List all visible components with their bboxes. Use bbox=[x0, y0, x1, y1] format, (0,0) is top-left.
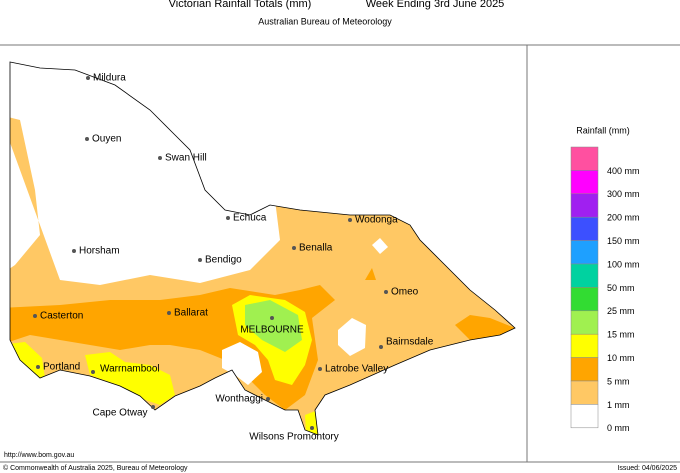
town-dot bbox=[33, 314, 37, 318]
town-dot bbox=[266, 397, 270, 401]
legend-label: 400 mm bbox=[607, 166, 640, 176]
legend-swatch bbox=[570, 193, 599, 218]
footer-issued: Issued: 04/06/2025 bbox=[617, 465, 677, 472]
town-dot bbox=[318, 367, 322, 371]
town-label: Swan Hill bbox=[165, 153, 207, 164]
town-dot bbox=[310, 426, 314, 430]
legend-swatch bbox=[570, 263, 599, 288]
zone-5 bbox=[365, 268, 376, 280]
town-label: Echuca bbox=[233, 213, 267, 224]
town-label: Portland bbox=[43, 362, 80, 373]
town-dot bbox=[384, 290, 388, 294]
town-label: Benalla bbox=[299, 243, 333, 254]
legend: Rainfall (mm) 400 mm 300 mm 200 mm 150 mm 10… bbox=[570, 125, 640, 433]
legend-label: 200 mm bbox=[607, 213, 640, 223]
legend-swatch bbox=[570, 216, 599, 241]
town-label: MELBOURNE bbox=[240, 325, 304, 336]
towns: Mildura Ouyen Swan Hill Echuca Horsham Bendig… bbox=[33, 73, 434, 443]
week: Week Ending 3rd June 2025 bbox=[366, 0, 505, 10]
town-dot bbox=[91, 370, 95, 374]
zone-15 bbox=[245, 300, 302, 352]
white-area bbox=[338, 318, 366, 356]
town-label: Ouyen bbox=[92, 134, 121, 145]
town-dot bbox=[36, 365, 40, 369]
town-label: Bendigo bbox=[205, 255, 242, 266]
footer-copyright: © Commonwealth of Australia 2025, Bureau… bbox=[3, 464, 188, 472]
white-area bbox=[372, 238, 388, 254]
town-dot bbox=[167, 311, 171, 315]
town-label: Wonthaggi bbox=[215, 394, 263, 405]
town-dot bbox=[198, 258, 202, 262]
legend-label: 150 mm bbox=[607, 236, 640, 246]
town-label: Casterton bbox=[40, 311, 83, 322]
legend-swatch bbox=[570, 170, 599, 195]
legend-label: 100 mm bbox=[607, 259, 640, 269]
legend-swatch bbox=[570, 380, 599, 405]
town-label: Ballarat bbox=[174, 308, 208, 319]
town-label: Mildura bbox=[93, 73, 126, 84]
legend-label: 5 mm bbox=[607, 376, 630, 386]
town-dot bbox=[348, 218, 352, 222]
legend-swatch bbox=[570, 146, 599, 171]
legend-swatch bbox=[570, 287, 599, 312]
port-phillip bbox=[222, 342, 262, 385]
rainfall-fill bbox=[10, 62, 515, 435]
town-dot bbox=[72, 249, 76, 253]
town-dot bbox=[226, 216, 230, 220]
town-dot bbox=[151, 405, 155, 409]
legend-label: 15 mm bbox=[607, 330, 635, 340]
town-label: Bairnsdale bbox=[386, 337, 434, 348]
legend-label: 25 mm bbox=[607, 306, 635, 316]
town-label: Horsham bbox=[79, 246, 120, 257]
town-label: Omeo bbox=[391, 287, 419, 298]
legend-swatch bbox=[570, 357, 599, 382]
legend-title: Rainfall (mm) bbox=[576, 125, 630, 135]
subtitle: Australian Bureau of Meteorology bbox=[258, 16, 392, 26]
legend-swatch bbox=[570, 333, 599, 358]
town-label: Warrnambool bbox=[100, 364, 160, 375]
town-dot bbox=[86, 76, 90, 80]
legend-label: 0 mm bbox=[607, 423, 630, 433]
title: Victorian Rainfall Totals (mm) bbox=[169, 0, 312, 10]
town-label: Latrobe Valley bbox=[325, 364, 388, 375]
legend-label: 50 mm bbox=[607, 283, 635, 293]
legend-swatch bbox=[570, 240, 599, 265]
town-dot bbox=[158, 156, 162, 160]
town-dot bbox=[85, 137, 89, 141]
town-label: Cape Otway bbox=[92, 408, 147, 419]
zone-10 bbox=[305, 410, 318, 435]
town-label: Wilsons Promontory bbox=[249, 432, 338, 443]
zone-10 bbox=[85, 352, 175, 405]
legend-label: 10 mm bbox=[607, 353, 635, 363]
legend-swatch bbox=[570, 404, 599, 429]
legend-label: 300 mm bbox=[607, 189, 640, 199]
town-label: Wodonga bbox=[355, 215, 398, 226]
town-dot bbox=[270, 316, 274, 320]
town-dot bbox=[379, 345, 383, 349]
footer-url: http://www.bom.gov.au bbox=[4, 452, 74, 459]
legend-label: 1 mm bbox=[607, 400, 630, 410]
town-dot bbox=[292, 246, 296, 250]
legend-swatch bbox=[570, 310, 599, 335]
